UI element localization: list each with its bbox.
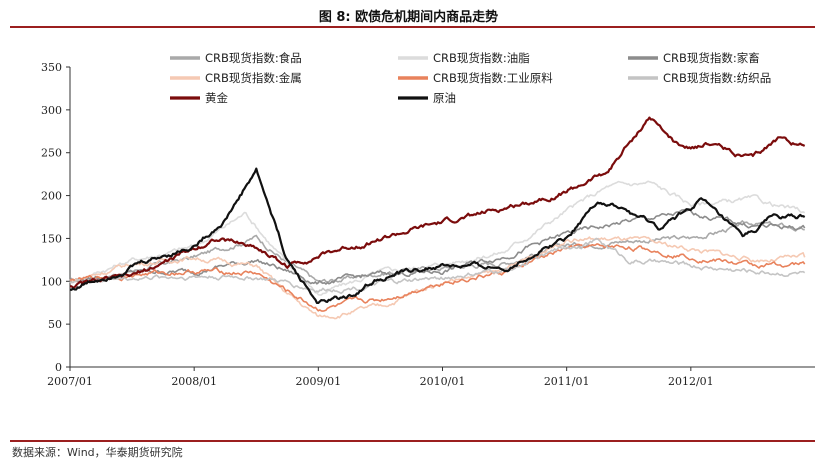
x-tick-label: 2012/01 [668, 375, 714, 388]
series-line [69, 243, 806, 312]
legend-label: 黄金 [205, 91, 228, 105]
x-tick-label: 2011/01 [544, 375, 590, 388]
x-tick-label: 2010/01 [420, 375, 466, 388]
axes: 0 50 100 150 200 250 300 350 2007/01 2008/01 2009/… [41, 61, 815, 388]
chart-title: 图 8: 欧债危机期间内商品走势 [318, 10, 499, 25]
legend-label: CRB现货指数:金属 [205, 71, 302, 85]
y-tick-label: 100 [41, 275, 62, 288]
bottom-rule [10, 440, 815, 442]
legend-label: CRB现货指数:食品 [205, 51, 302, 65]
y-tick-label: 150 [41, 232, 62, 245]
series-lines [69, 116, 806, 320]
y-tick-label: 0 [55, 361, 62, 374]
legend: CRB现货指数:食品 CRB现货指数:油脂 CRB现货指数:家畜 CRB现货指数:金属… [170, 51, 771, 105]
x-tick-label: 2009/01 [295, 375, 341, 388]
y-tick-label: 300 [41, 104, 62, 117]
y-tick-label: 350 [41, 61, 62, 74]
legend-label: CRB现货指数:纺织品 [663, 71, 771, 85]
source-note: 数据来源：Wind，华泰期货研究院 [12, 446, 183, 459]
y-tick-label: 250 [41, 147, 62, 160]
series-line [69, 116, 806, 289]
legend-label: CRB现货指数:油脂 [433, 51, 530, 65]
legend-label: CRB现货指数:工业原料 [433, 71, 553, 85]
x-tick-label: 2008/01 [171, 375, 217, 388]
series-line [69, 220, 805, 283]
legend-label: 原油 [433, 91, 456, 105]
top-rule [10, 26, 815, 28]
y-tick-label: 50 [48, 318, 62, 331]
legend-label: CRB现货指数:家畜 [663, 51, 760, 65]
y-tick-label: 200 [41, 190, 62, 203]
series-line [69, 237, 806, 295]
series-line [69, 208, 806, 285]
x-tick-label: 2007/01 [47, 375, 93, 388]
series-line [69, 167, 806, 304]
